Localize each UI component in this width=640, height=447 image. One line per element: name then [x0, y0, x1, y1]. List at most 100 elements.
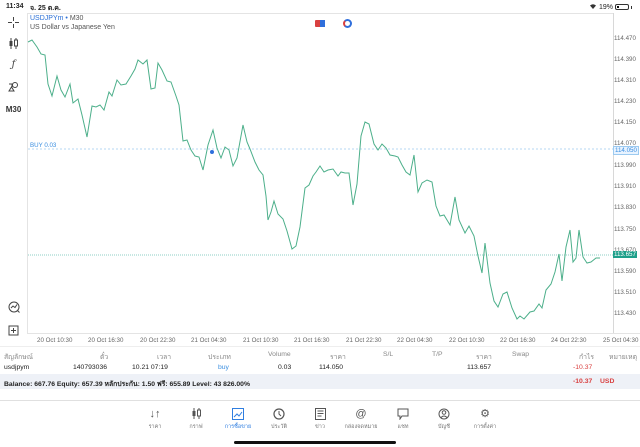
buy-entry-marker [210, 150, 214, 154]
time-axis[interactable]: 20 Oct 10:30 20 Oct 16:30 20 Oct 22:30 2… [27, 333, 640, 344]
trade-icon [216, 408, 260, 421]
symbol-description: US Dollar vs Japanese Yen [30, 24, 115, 31]
chart-controls [315, 19, 352, 28]
market-watch-clock-icon[interactable] [343, 19, 352, 28]
tab-label: แชท [397, 424, 409, 430]
objects-icon[interactable] [0, 81, 27, 95]
time-label: 20 Oct 16:30 [88, 337, 124, 344]
time-label: 24 Oct 22:30 [551, 337, 587, 344]
header-type[interactable]: ประเภท [208, 354, 231, 361]
price-label: 113.750 [614, 226, 636, 233]
header-swap[interactable]: Swap [512, 351, 530, 358]
tab-label: กล่องจดหมาย [344, 424, 378, 430]
price-label: 114.390 [614, 56, 636, 63]
price-label: 113.910 [614, 183, 636, 190]
price-label: 113.590 [614, 268, 636, 275]
time-label: 21 Oct 04:30 [191, 337, 227, 344]
cell-ticket: 140793036 [73, 364, 108, 371]
time-label: 21 Oct 16:30 [294, 337, 330, 344]
price-label: 113.430 [614, 310, 636, 317]
chart-area[interactable] [27, 13, 613, 333]
header-comment[interactable]: หมายเหตุ [609, 354, 637, 361]
wifi-icon [589, 3, 597, 11]
price-label: 113.830 [614, 204, 636, 211]
tab-mailbox[interactable]: @ กล่องจดหมาย [339, 408, 383, 431]
cell-profit: -10.37 [573, 364, 593, 371]
trade-chart-icon[interactable] [0, 301, 27, 316]
tab-trade[interactable]: การซื้อขาย [216, 408, 260, 431]
buy-price-tag: 114.050 [613, 146, 639, 155]
status-time: 11:34 [6, 3, 24, 10]
symbol-name: USDJPYm [30, 15, 64, 22]
time-label: 22 Oct 16:30 [500, 337, 536, 344]
time-label: 20 Oct 22:30 [140, 337, 176, 344]
header-profit[interactable]: กำไร [579, 354, 595, 361]
tab-label: ประวัติ [270, 424, 288, 430]
header-price[interactable]: ราคา [476, 354, 492, 361]
price-label: 114.470 [614, 35, 636, 42]
header-ticket[interactable]: ตั๋ว [100, 354, 109, 361]
tab-settings[interactable]: ⚙ การตั้งค่า [463, 408, 507, 431]
timeframe-label: M30 [69, 15, 84, 22]
table-row[interactable]: usdjpym 140793036 10.21 07:19 buy 0.03 1… [0, 360, 640, 374]
crosshair-icon[interactable] [0, 17, 27, 31]
header-sl[interactable]: S/L [383, 351, 394, 358]
account-summary: Balance: 667.76 Equity: 657.39 หลักประกั… [0, 374, 640, 389]
time-label: 22 Oct 04:30 [397, 337, 433, 344]
current-price-tag: 113.657 [613, 251, 637, 258]
price-label: 114.150 [614, 119, 636, 126]
status-date: จ. 25 ต.ค. [30, 5, 61, 12]
home-indicator [234, 441, 396, 444]
tab-label: กราฟ [189, 424, 203, 430]
tab-label: การซื้อขาย [224, 424, 252, 430]
header-time[interactable]: เวลา [157, 354, 172, 361]
cell-open-price: 114.050 [319, 364, 344, 371]
price-label: 113.990 [614, 162, 636, 169]
price-label: 114.070 [614, 140, 636, 147]
history-icon [257, 408, 301, 421]
quotes-icon: ↓↑ [149, 408, 161, 420]
indicators-icon[interactable]: ƒ [11, 59, 16, 70]
status-bar: 11:34 จ. 25 ต.ค. 19% [0, 0, 640, 13]
header-open-price[interactable]: ราคา [330, 354, 346, 361]
header-tp[interactable]: T/P [432, 351, 443, 358]
tab-news[interactable]: ข่าว [298, 408, 342, 431]
price-line [27, 39, 600, 320]
new-order-icon[interactable] [0, 325, 27, 339]
time-label: 25 Oct 04:30 [603, 337, 639, 344]
positions-table: สัญลักษณ์ ตั๋ว เวลา ประเภท Volume ราคา S… [0, 346, 640, 389]
tab-chart[interactable]: กราฟ [174, 408, 218, 431]
cell-volume: 0.03 [278, 364, 292, 371]
buy-line-label: BUY 0.03 [30, 142, 57, 149]
price-axis[interactable] [613, 13, 640, 333]
timeframe-button[interactable]: M30 [5, 105, 22, 114]
time-label: 22 Oct 10:30 [449, 337, 485, 344]
price-label: 113.510 [614, 289, 636, 296]
tab-label: ราคา [148, 424, 162, 430]
table-header: สัญลักษณ์ ตั๋ว เวลา ประเภท Volume ราคา S… [0, 346, 640, 361]
symbol-title: USDJPYm • M30 [30, 15, 83, 22]
bottom-tab-bar: ↓↑ ราคา กราฟ การซื้อขาย ประวัติ ข่าว @ ก… [0, 400, 640, 447]
cell-time: 10.21 07:19 [132, 364, 168, 371]
tab-chat[interactable]: แชท [381, 408, 425, 431]
chart-type-icon[interactable] [0, 38, 27, 52]
one-click-trading-icon[interactable] [315, 20, 325, 27]
header-volume[interactable]: Volume [268, 351, 291, 358]
summary-text: Balance: 667.76 Equity: 657.39 หลักประกั… [4, 381, 251, 388]
tab-label: การตั้งค่า [473, 424, 497, 430]
price-label: 114.310 [614, 77, 636, 84]
summary-currency: USD [600, 378, 615, 385]
gear-icon: ⚙ [480, 408, 490, 420]
tab-accounts[interactable]: บัญชี [422, 408, 466, 431]
separator: • [65, 15, 68, 22]
mailbox-icon: @ [355, 408, 367, 420]
tab-history[interactable]: ประวัติ [257, 408, 301, 431]
header-symbol[interactable]: สัญลักษณ์ [4, 354, 34, 361]
battery-percent: 19% [598, 3, 613, 11]
tab-label: ข่าว [315, 424, 325, 430]
chat-icon [381, 408, 425, 421]
tab-quotes[interactable]: ↓↑ ราคา [133, 408, 177, 431]
cell-symbol: usdjpym [4, 364, 30, 371]
cell-type: buy [218, 364, 229, 371]
